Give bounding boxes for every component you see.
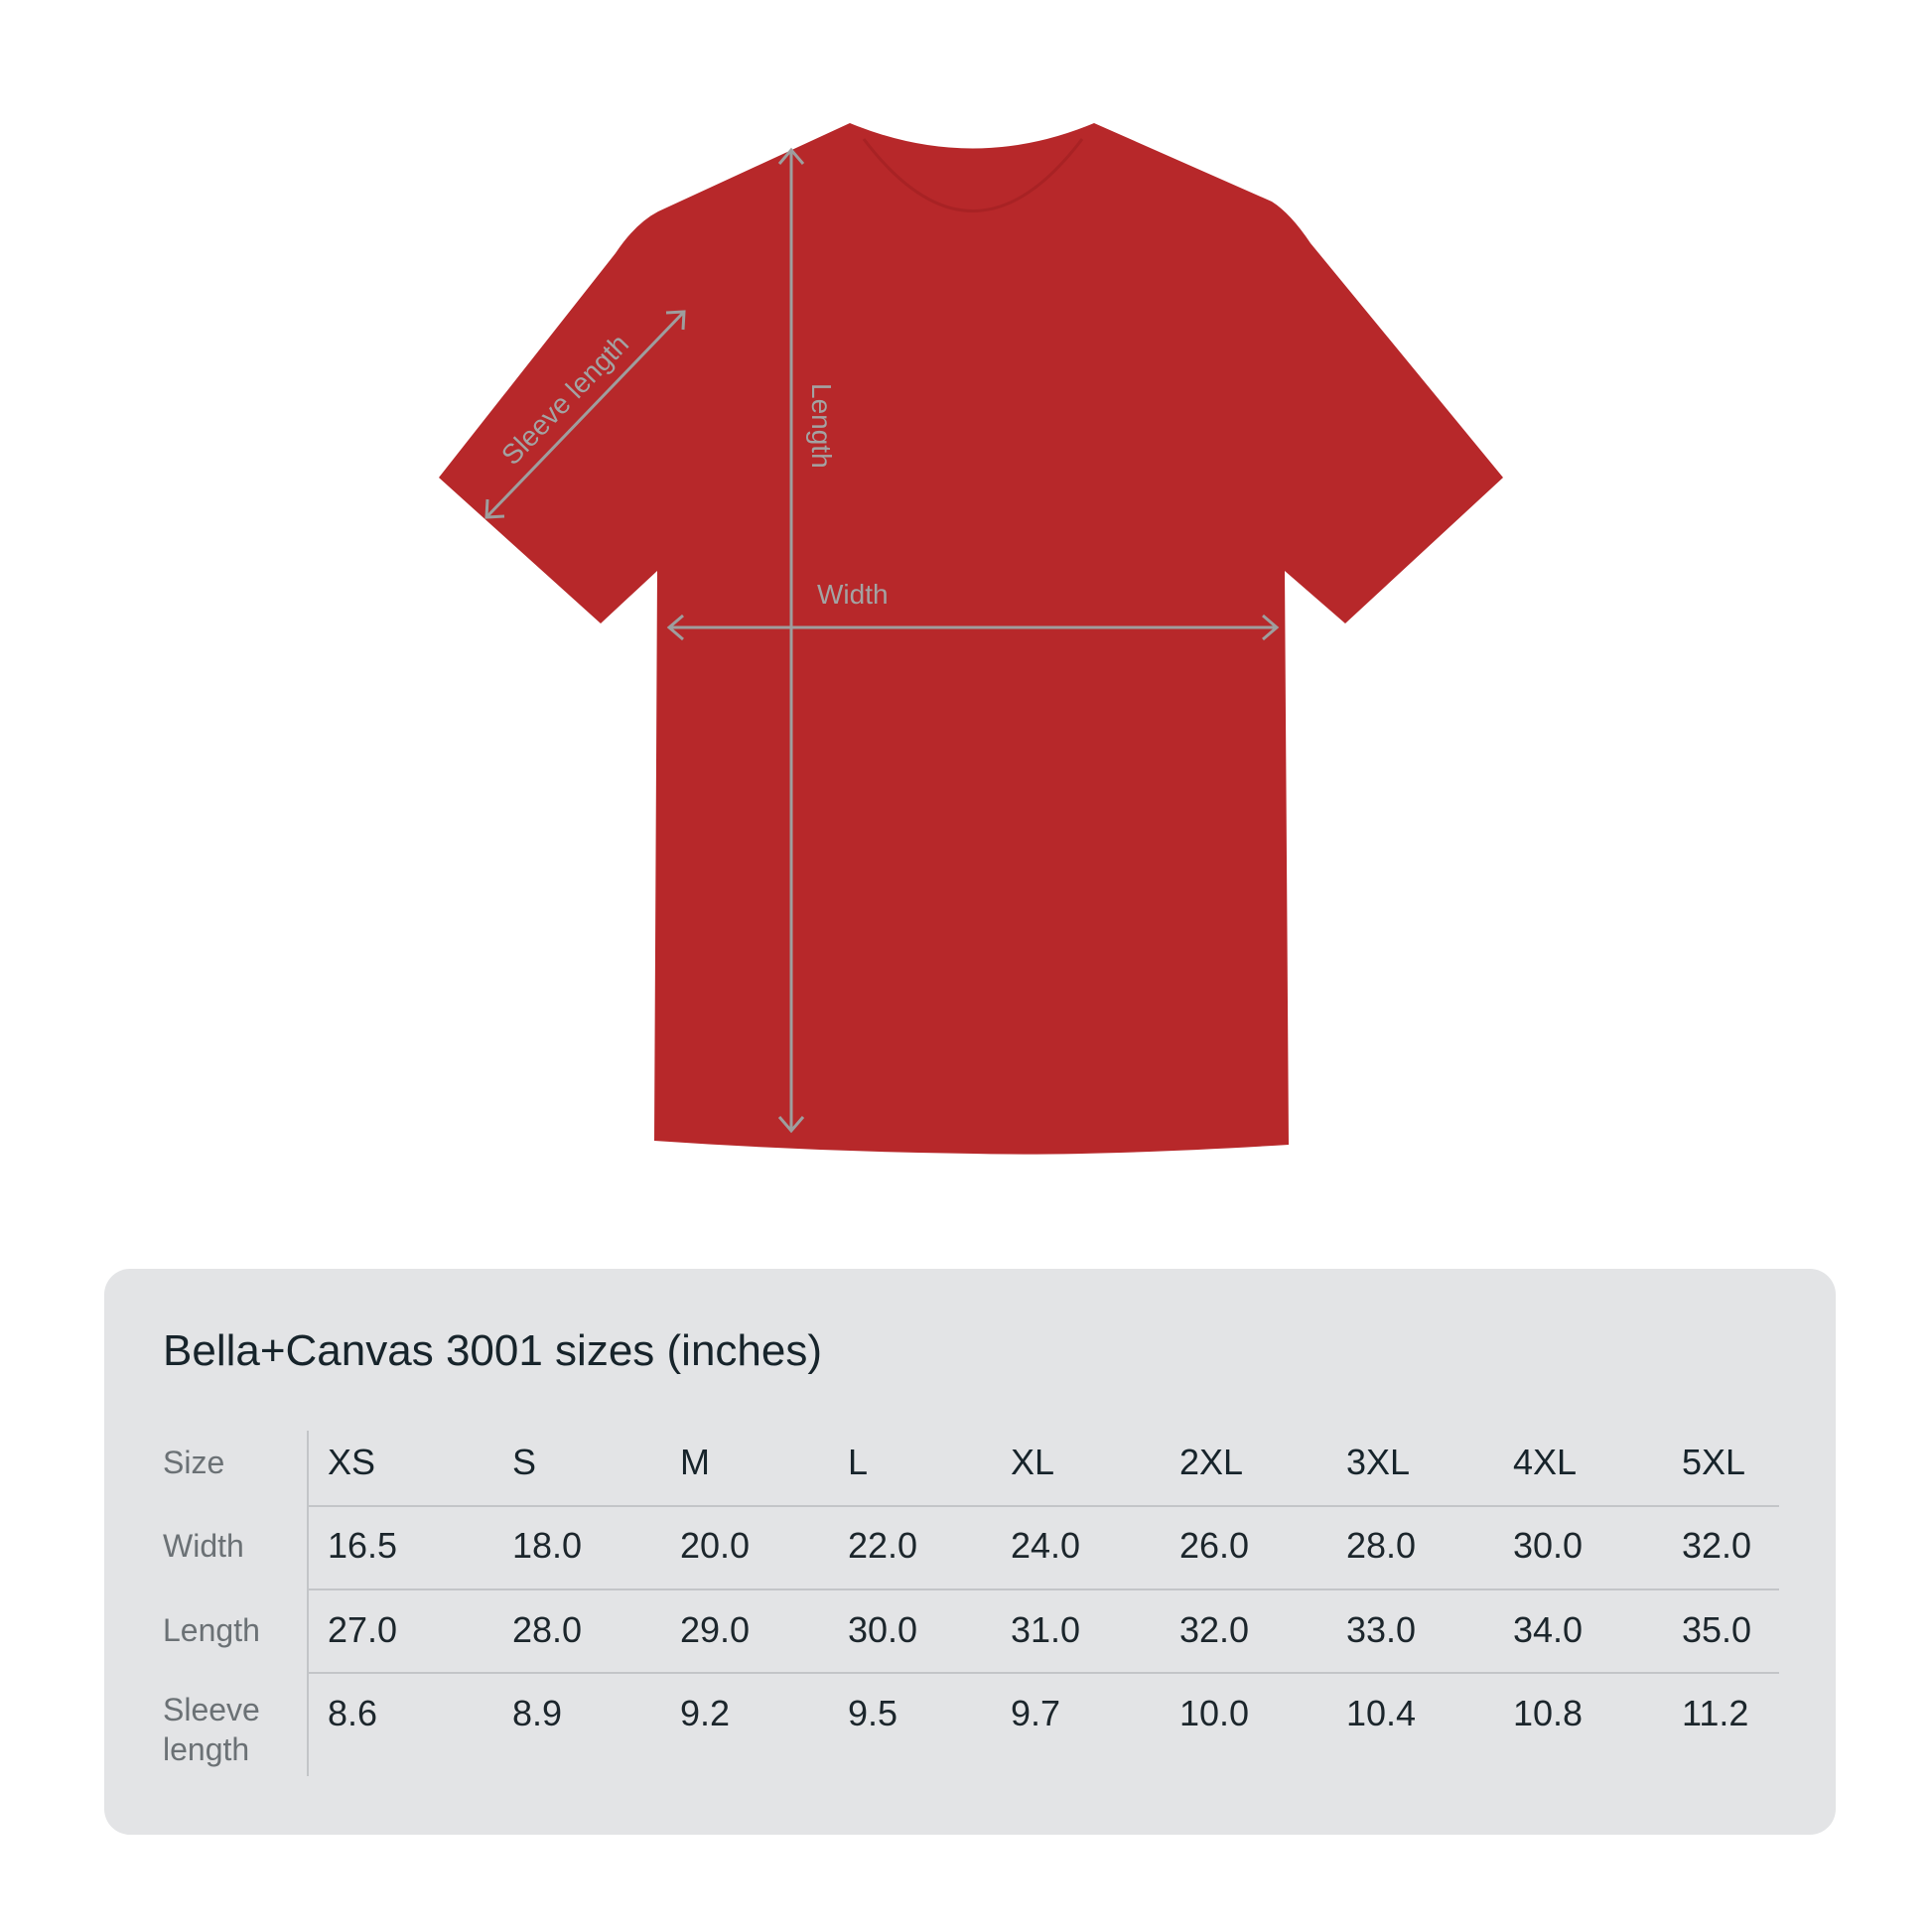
row-divider: [309, 1505, 1779, 1507]
size-header: M: [680, 1442, 710, 1482]
width-cell: 28.0: [1346, 1525, 1417, 1566]
size-header: 3XL: [1346, 1442, 1411, 1482]
row-divider: [309, 1672, 1779, 1674]
length-label: Length: [806, 383, 837, 469]
sleeve-length-cell: 9.2: [680, 1693, 731, 1733]
size-chart-title: Bella+Canvas 3001 sizes (inches): [163, 1326, 823, 1375]
row-label-length: Length: [163, 1612, 260, 1648]
row-label-sleeve-length: length: [163, 1731, 250, 1767]
row-label-sleeve: Sleeve: [163, 1692, 260, 1727]
length-cell: 32.0: [1179, 1609, 1250, 1650]
sleeve-arrow-top: [665, 310, 686, 331]
length-cell: 35.0: [1682, 1609, 1752, 1650]
size-header: 4XL: [1513, 1442, 1578, 1482]
length-cell: 30.0: [848, 1609, 918, 1650]
size-chart-panel: [104, 1269, 1836, 1835]
tshirt-diagram: Sleeve length Length Width: [439, 123, 1503, 1155]
width-cell: 16.5: [328, 1525, 398, 1566]
size-header: XL: [1011, 1442, 1055, 1482]
sleeve-length-cell: 9.5: [848, 1693, 898, 1733]
width-cell: 30.0: [1513, 1525, 1584, 1566]
sleeve-length-cell: 10.4: [1346, 1693, 1417, 1733]
sleeve-length-cell: 10.8: [1513, 1693, 1584, 1733]
length-cell: 27.0: [328, 1609, 398, 1650]
length-arrow-top: [777, 147, 805, 165]
length-cell: 33.0: [1346, 1609, 1417, 1650]
width-cell: 22.0: [848, 1525, 918, 1566]
width-cell: 24.0: [1011, 1525, 1081, 1566]
width-arrow-right: [1262, 614, 1280, 641]
size-header: XS: [328, 1442, 376, 1482]
size-header: S: [512, 1442, 537, 1482]
size-header: L: [848, 1442, 869, 1482]
sleeve-length-cell: 8.6: [328, 1693, 378, 1733]
tshirt-shape: [439, 123, 1503, 1155]
sleeve-length-cell: 11.2: [1682, 1693, 1749, 1733]
width-cell: 20.0: [680, 1525, 751, 1566]
collar-seam: [862, 138, 1084, 212]
length-cell: 31.0: [1011, 1609, 1081, 1650]
width-arrow-left: [666, 614, 684, 641]
row-label-size: Size: [163, 1445, 225, 1480]
size-header: 2XL: [1179, 1442, 1244, 1482]
size-header: 5XL: [1682, 1442, 1746, 1482]
length-cell: 34.0: [1513, 1609, 1584, 1650]
row-label-width: Width: [163, 1528, 244, 1564]
row-divider: [309, 1588, 1779, 1590]
width-cell: 32.0: [1682, 1525, 1752, 1566]
length-arrow-bottom: [777, 1116, 805, 1134]
sleeve-line: [484, 310, 686, 519]
sleeve-length-cell: 8.9: [512, 1693, 563, 1733]
length-cell: 28.0: [512, 1609, 583, 1650]
sleeve-arrow-bottom: [484, 498, 505, 519]
sleeve-length-cell: 9.7: [1011, 1693, 1061, 1733]
width-label: Width: [817, 579, 889, 610]
width-cell: 26.0: [1179, 1525, 1250, 1566]
length-cell: 29.0: [680, 1609, 751, 1650]
sleeve-length-cell: 10.0: [1179, 1693, 1250, 1733]
width-cell: 18.0: [512, 1525, 583, 1566]
column-divider: [307, 1431, 309, 1776]
